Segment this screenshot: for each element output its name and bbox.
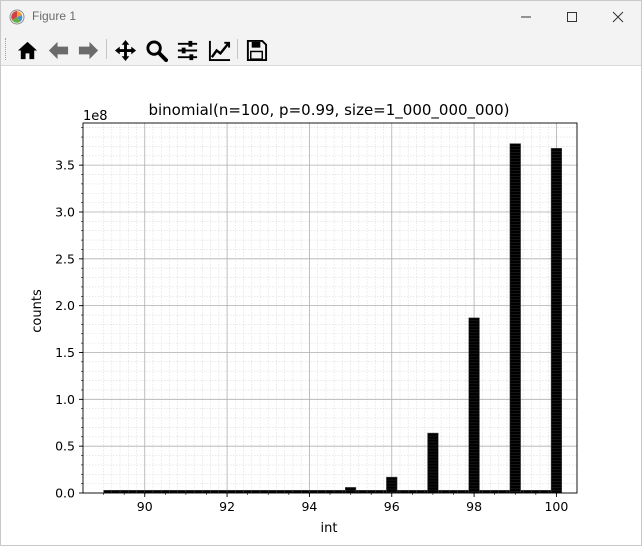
x-axis-label: int	[321, 521, 338, 536]
configure-subplots-button[interactable]	[174, 37, 200, 63]
arrow-right-icon	[78, 41, 98, 59]
close-icon	[612, 11, 624, 23]
y-tick-label: 1.5	[55, 345, 75, 360]
minimize-button[interactable]	[503, 1, 549, 33]
bar-96	[386, 476, 398, 494]
close-button[interactable]	[595, 1, 641, 33]
move-arrows-icon	[114, 39, 136, 61]
y-tick-label: 1.0	[55, 392, 75, 407]
y-offset-label: 1e8	[83, 109, 108, 124]
edit-axis-button[interactable]	[206, 37, 232, 63]
back-button[interactable]	[45, 37, 71, 63]
x-tick-label: 100	[544, 499, 568, 514]
y-tick-label: 0.0	[55, 486, 75, 501]
toolbar-grip[interactable]	[5, 38, 8, 60]
forward-button[interactable]	[75, 37, 101, 63]
figure-canvas[interactable]: binomial(n=100, p=0.99, size=1_000_000_0…	[1, 67, 641, 545]
bar-98	[468, 317, 480, 494]
pan-button[interactable]	[112, 37, 138, 63]
toolbar-separator	[106, 39, 107, 59]
line-chart-icon	[208, 40, 230, 61]
x-tick-label: 90	[137, 499, 153, 514]
bar-100	[550, 148, 563, 494]
y-axis-label: counts	[30, 289, 45, 333]
zoom-button[interactable]	[143, 37, 169, 63]
chart-title: binomial(n=100, p=0.99, size=1_000_000_0…	[148, 101, 509, 120]
minimize-icon	[521, 16, 531, 18]
home-button[interactable]	[14, 37, 40, 63]
y-tick-label: 2.5	[55, 251, 75, 266]
home-icon	[17, 41, 37, 59]
y-tick-label: 3.0	[55, 204, 75, 219]
x-tick-label: 98	[466, 499, 482, 514]
axes-frame	[82, 122, 578, 494]
x-tick-label: 96	[384, 499, 400, 514]
sliders-icon	[177, 40, 197, 60]
navigation-toolbar	[1, 33, 641, 66]
y-tick-label: 2.0	[55, 298, 75, 313]
y-tick-label: 3.5	[55, 158, 75, 173]
maximize-button[interactable]	[549, 1, 595, 33]
bar-chart: binomial(n=100, p=0.99, size=1_000_000_0…	[30, 101, 578, 536]
maximize-icon	[567, 12, 577, 22]
magnifier-icon	[145, 39, 168, 62]
x-tick-label: 94	[301, 499, 317, 514]
matplotlib-logo-icon	[9, 9, 25, 25]
x-tick-label: 92	[219, 499, 235, 514]
save-button[interactable]	[243, 37, 269, 63]
toolbar-separator	[237, 39, 238, 59]
arrow-left-icon	[48, 41, 68, 59]
y-tick-label: 0.5	[55, 439, 75, 454]
floppy-disk-icon	[246, 39, 267, 61]
window-title: Figure 1	[32, 9, 77, 23]
title-bar[interactable]: Figure 1	[1, 1, 641, 33]
